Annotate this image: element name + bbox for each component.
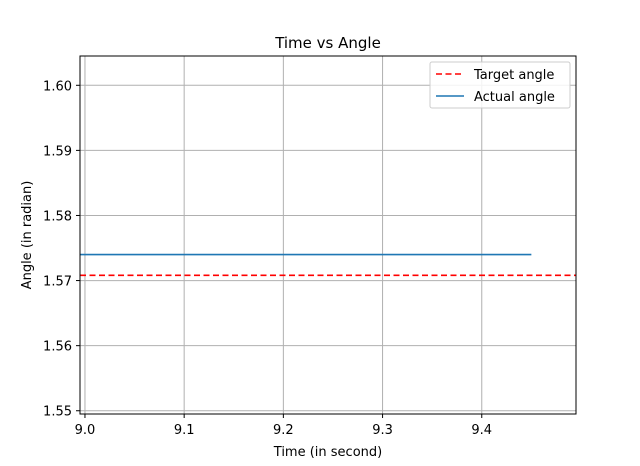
legend: Target angle Actual angle <box>429 61 571 109</box>
y-axis-label: Angle (in radian) <box>20 181 35 290</box>
y-tick-label: 1.56 <box>43 340 72 355</box>
y-tick-label: 1.57 <box>43 275 72 290</box>
y-tick-label: 1.59 <box>43 144 72 159</box>
x-tick-label: 9.0 <box>75 423 96 438</box>
plot-frame <box>79 55 577 415</box>
chart-title: Time vs Angle <box>274 34 381 52</box>
y-tick-label: 1.58 <box>43 209 72 224</box>
legend-label-target-angle: Target angle <box>473 68 554 83</box>
x-tick-label: 9.4 <box>471 423 492 438</box>
y-tick-label: 1.55 <box>43 405 72 420</box>
legend-box <box>429 61 571 109</box>
x-tick-label: 9.2 <box>273 423 294 438</box>
y-tick-label: 1.60 <box>43 79 72 94</box>
ticks: 9.0 9.1 9.2 9.3 9.4 1.55 1.56 1.57 1.58 1.59 1.60 <box>43 79 492 438</box>
x-axis-label: Time (in second) <box>273 445 382 460</box>
legend-label-actual-angle: Actual angle <box>474 90 555 105</box>
series-lines <box>80 253 576 277</box>
x-tick-label: 9.1 <box>174 423 195 438</box>
x-tick-label: 9.3 <box>372 423 393 438</box>
